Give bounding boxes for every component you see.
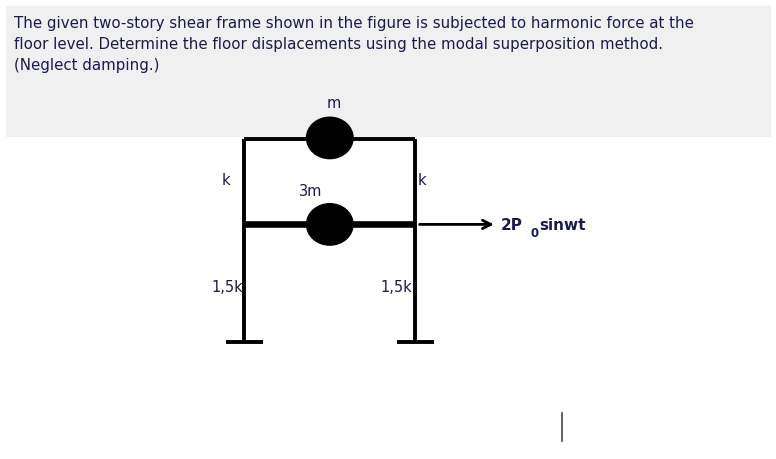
Text: k: k (417, 173, 426, 187)
Text: 3m: 3m (299, 183, 322, 198)
Text: 1,5k: 1,5k (211, 280, 243, 294)
Text: sinwt: sinwt (539, 218, 586, 232)
Text: k: k (221, 173, 230, 187)
Text: m: m (327, 96, 341, 111)
Text: The given two-story shear frame shown in the figure is subjected to harmonic for: The given two-story shear frame shown in… (14, 16, 694, 73)
Text: 1,5k: 1,5k (380, 280, 412, 294)
Text: 0: 0 (530, 227, 538, 240)
FancyBboxPatch shape (6, 7, 771, 138)
Ellipse shape (307, 118, 353, 159)
Ellipse shape (307, 204, 353, 246)
Text: 2P: 2P (501, 218, 522, 232)
